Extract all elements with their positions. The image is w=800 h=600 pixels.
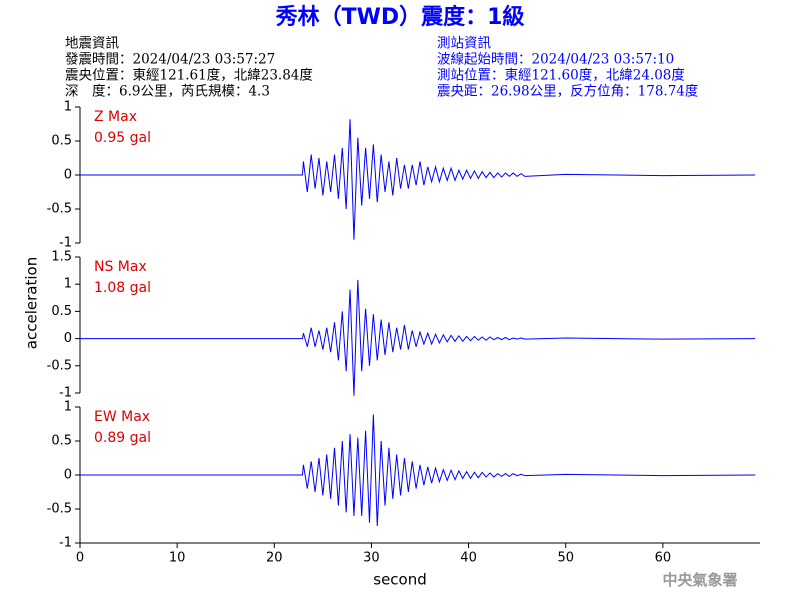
y-tick-label: 0 — [64, 168, 72, 183]
y-tick-label: -0.5 — [47, 502, 72, 517]
y-tick-label: -0.5 — [47, 202, 72, 217]
x-tick-label: 10 — [169, 551, 186, 566]
y-tick-label: 0.5 — [51, 434, 72, 449]
trace — [80, 279, 756, 396]
y-axis-label: acceleration — [23, 257, 41, 349]
x-tick-label: 50 — [557, 551, 574, 566]
x-axis-label: second — [373, 571, 427, 589]
annotation: NS Max — [94, 259, 147, 275]
info-right: 波線起始時間：2024/04/23 03:57:10 — [437, 52, 674, 68]
y-tick-label: -1 — [59, 386, 72, 401]
x-tick-label: 40 — [460, 551, 477, 566]
y-tick-label: 0.5 — [51, 134, 72, 149]
y-tick-label: -1 — [59, 236, 72, 251]
info-left: 深 度：6.9公里，芮氏規模：4.3 — [65, 83, 270, 100]
y-tick-label: 0.5 — [51, 304, 72, 319]
y-tick-label: 1 — [64, 100, 72, 115]
trace — [80, 119, 756, 240]
info-left: 地震資訊 — [65, 36, 119, 52]
y-tick-label: -0.5 — [47, 358, 72, 373]
x-tick-label: 60 — [655, 551, 672, 566]
info-right: 震央距：26.98公里，反方位角：178.74度 — [437, 84, 698, 100]
y-tick-label: 1.5 — [51, 250, 72, 265]
info-left: 震央位置：東經121.61度，北緯23.84度 — [65, 68, 313, 84]
watermark: 中央氣象署 — [662, 571, 737, 589]
trace — [80, 414, 756, 527]
annotation: EW Max — [94, 409, 150, 425]
info-right: 測站資訊 — [437, 36, 491, 52]
x-tick-label: 30 — [363, 551, 380, 566]
y-tick-label: 1 — [64, 277, 72, 292]
x-tick-label: 0 — [76, 551, 84, 566]
annotation: 0.89 gal — [94, 430, 151, 446]
y-tick-label: 1 — [64, 400, 72, 415]
y-tick-label: 0 — [64, 331, 72, 346]
info-left: 發震時間：2024/04/23 03:57:27 — [65, 52, 275, 68]
annotation: 1.08 gal — [94, 280, 151, 296]
annotation: Z Max — [94, 109, 137, 125]
chart-title: 秀林（TWD）震度：1級 — [275, 4, 525, 30]
annotation: 0.95 gal — [94, 130, 151, 146]
y-tick-label: -1 — [59, 536, 72, 551]
x-tick-label: 20 — [266, 551, 283, 566]
info-right: 測站位置：東經121.60度，北緯24.08度 — [437, 68, 685, 84]
y-tick-label: 0 — [64, 468, 72, 483]
